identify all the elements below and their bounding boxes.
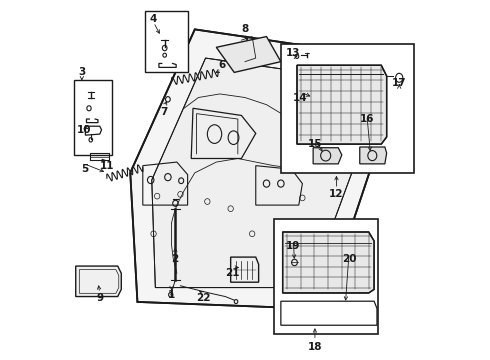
- Text: 17: 17: [392, 78, 407, 88]
- Bar: [74, 80, 112, 155]
- Polygon shape: [152, 58, 360, 288]
- Text: 4: 4: [150, 14, 157, 24]
- Text: 12: 12: [329, 189, 343, 199]
- Polygon shape: [130, 30, 381, 309]
- Text: 18: 18: [308, 342, 322, 352]
- Text: 14: 14: [294, 93, 308, 103]
- Text: 2: 2: [172, 254, 179, 264]
- Text: 15: 15: [308, 139, 322, 149]
- Text: 8: 8: [242, 24, 248, 35]
- Bar: [145, 12, 188, 72]
- Bar: [274, 220, 378, 334]
- Polygon shape: [283, 232, 374, 293]
- Polygon shape: [313, 148, 342, 164]
- Text: 1: 1: [168, 290, 175, 300]
- Polygon shape: [297, 65, 387, 144]
- Polygon shape: [76, 266, 122, 297]
- Text: 6: 6: [218, 60, 225, 70]
- Polygon shape: [360, 147, 387, 164]
- Polygon shape: [216, 37, 281, 72]
- Bar: [281, 44, 414, 173]
- Text: 22: 22: [196, 293, 211, 303]
- Text: 3: 3: [78, 67, 85, 77]
- Text: 13: 13: [286, 48, 301, 58]
- Text: 7: 7: [161, 107, 168, 117]
- Text: 9: 9: [96, 293, 103, 303]
- Text: 21: 21: [225, 268, 240, 278]
- Text: 19: 19: [286, 241, 300, 251]
- Text: 11: 11: [99, 161, 114, 171]
- Text: 10: 10: [77, 125, 92, 135]
- Text: 16: 16: [360, 114, 374, 124]
- Text: 5: 5: [81, 164, 88, 174]
- Text: 20: 20: [342, 254, 356, 264]
